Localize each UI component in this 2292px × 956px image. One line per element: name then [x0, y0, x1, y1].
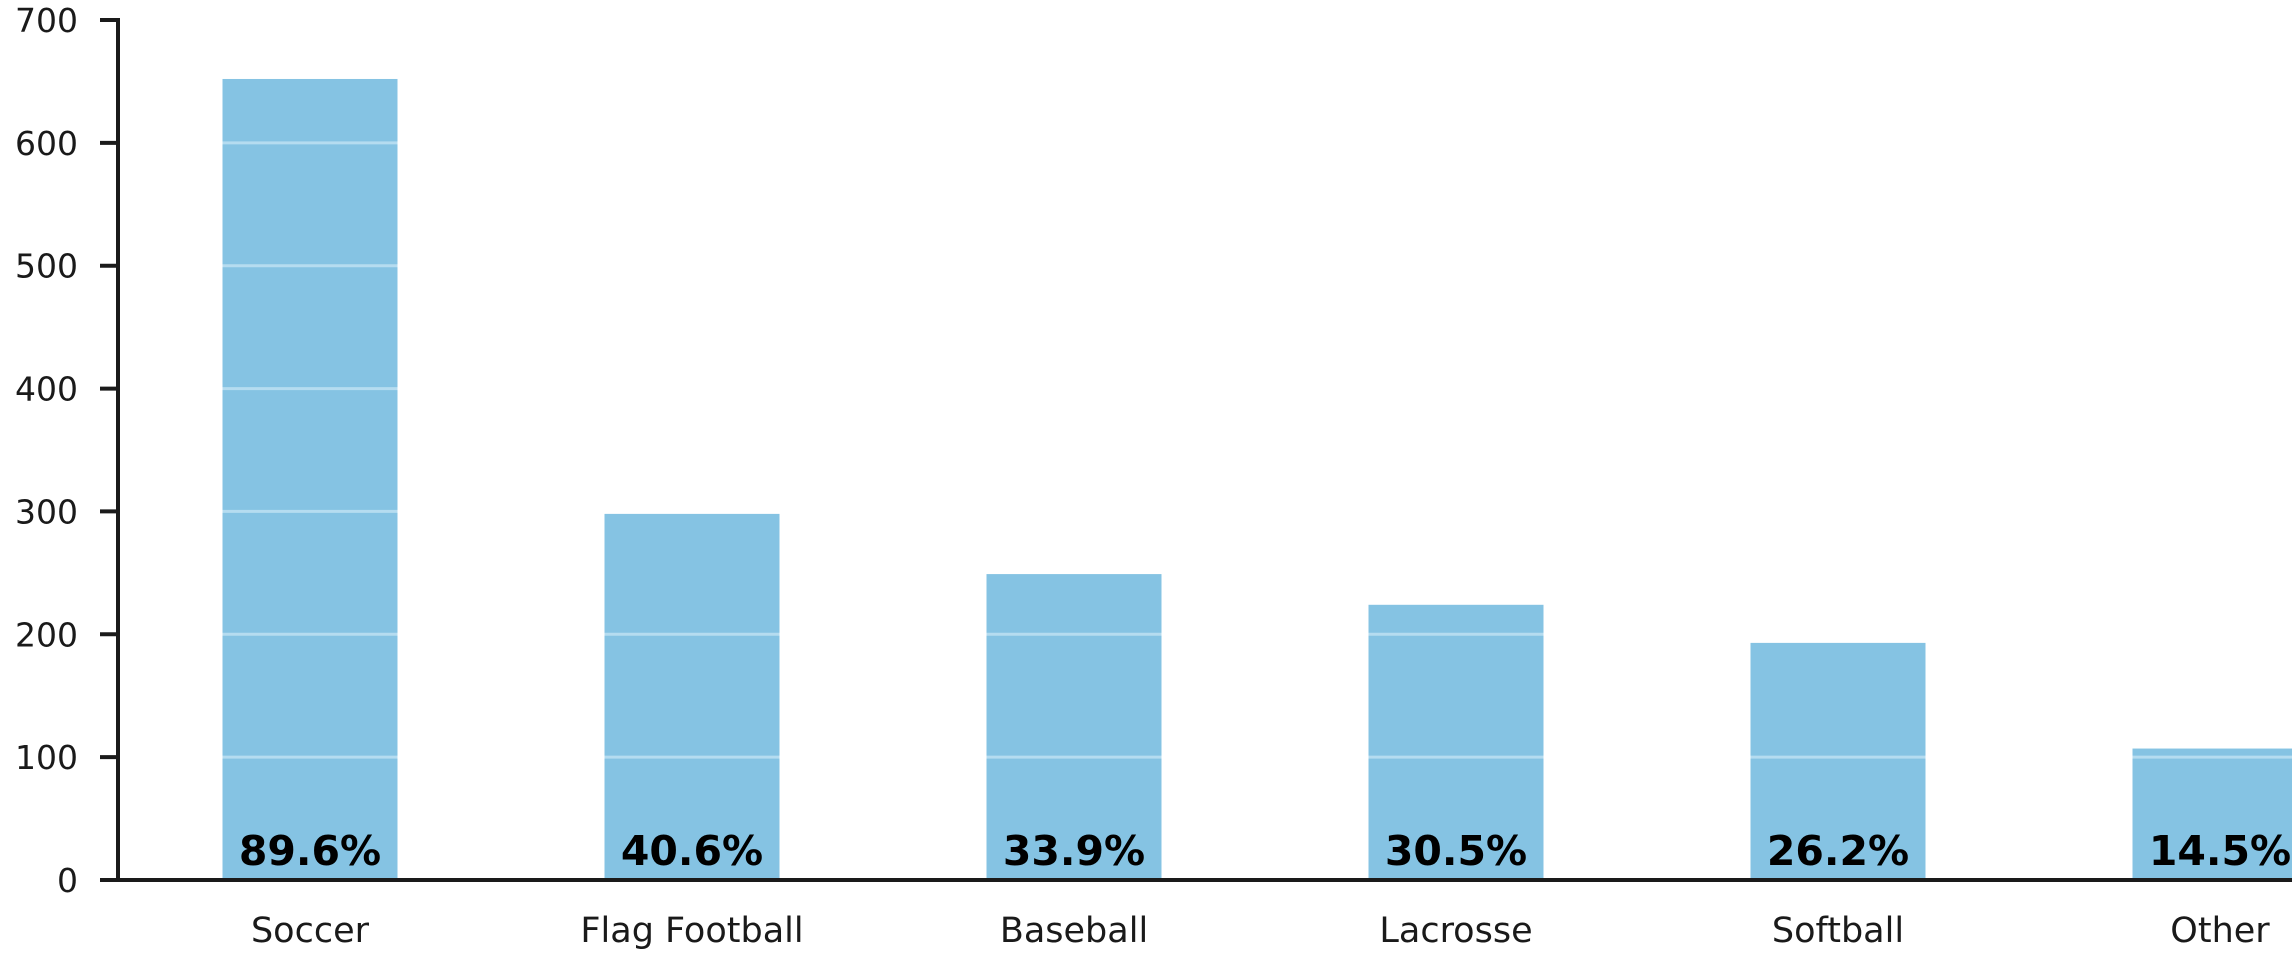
y-tick-label: 600	[15, 124, 78, 163]
y-tick-label: 100	[15, 738, 78, 777]
bar-soccer	[223, 79, 398, 880]
x-tick-label: Softball	[1772, 911, 1904, 951]
x-tick-label: Other	[2170, 911, 2270, 951]
data-label: 40.6%	[621, 827, 763, 875]
y-tick-label: 700	[15, 1, 78, 40]
data-label: 26.2%	[1767, 827, 1909, 875]
axes-layer	[100, 18, 2292, 882]
x-tick-label: Flag Football	[580, 911, 803, 951]
data-label: 14.5%	[2149, 827, 2291, 875]
x-tick-label: Soccer	[251, 911, 370, 951]
y-tick-label: 400	[15, 370, 78, 409]
data-label: 33.9%	[1003, 827, 1145, 875]
bars-layer	[223, 79, 2292, 880]
x-tick-label: Baseball	[1000, 911, 1148, 951]
data-label: 30.5%	[1385, 827, 1527, 875]
data-label: 89.6%	[239, 827, 381, 875]
y-tick-label: 0	[57, 861, 78, 900]
x-tick-label: Lacrosse	[1379, 911, 1532, 951]
y-tick-label: 500	[15, 247, 78, 286]
bar-flag-football	[605, 514, 780, 880]
y-tick-label: 200	[15, 615, 78, 654]
y-tick-label: 300	[15, 492, 78, 531]
